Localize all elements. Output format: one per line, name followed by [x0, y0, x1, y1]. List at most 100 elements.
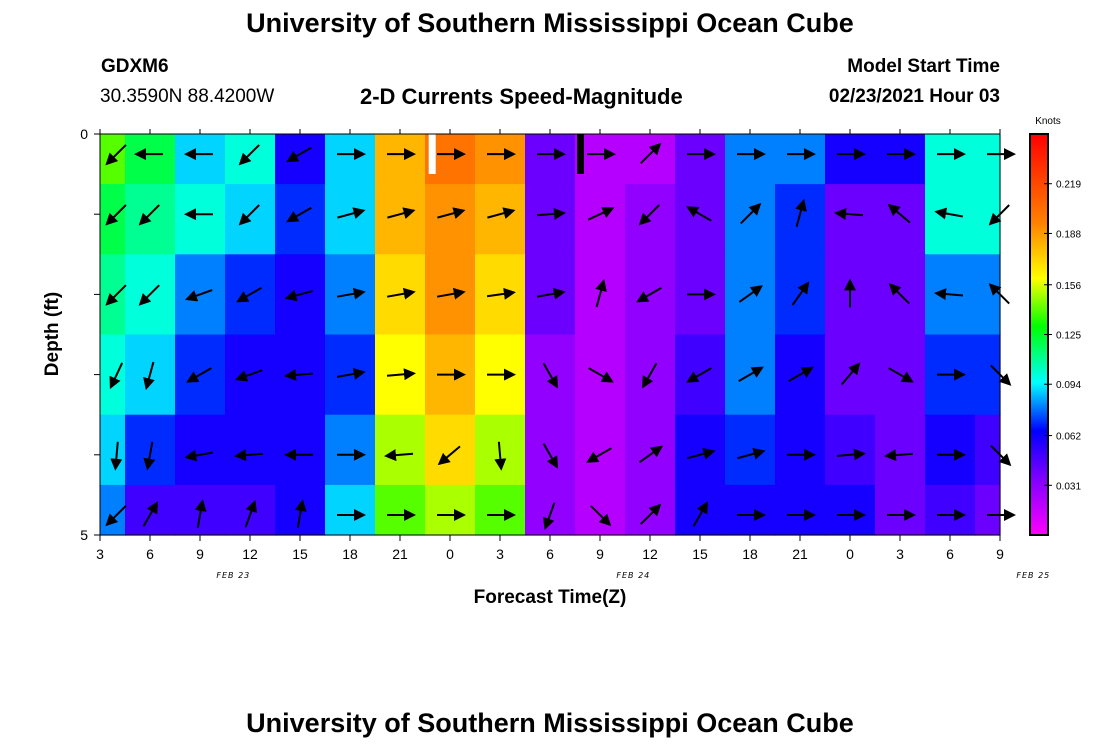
- current-arrow: [286, 146, 312, 163]
- current-arrow: [244, 499, 258, 528]
- heatmap-cell: [225, 414, 276, 486]
- heatmap-cell: [975, 184, 1001, 255]
- heatmap-cell: [375, 414, 426, 486]
- heatmap-cell: [375, 134, 426, 185]
- plot-title: 2-D Currents Speed-Magnitude: [360, 84, 683, 109]
- x-axis-title: Forecast Time(Z): [474, 587, 627, 608]
- current-arrow: [888, 367, 914, 383]
- current-arrow: [234, 369, 263, 382]
- x-tick-label: 18: [742, 546, 758, 562]
- heatmap-cell: [825, 134, 876, 185]
- heatmap-cell: [975, 484, 1001, 536]
- current-arrow: [138, 284, 160, 306]
- heatmap-cell: [525, 184, 576, 255]
- colorbar-tick-label: 0.219: [1056, 180, 1081, 191]
- colorbar-tick-label: 0.156: [1056, 281, 1081, 292]
- current-arrow: [494, 441, 507, 471]
- current-arrow: [486, 287, 516, 300]
- heatmap-cell: [425, 414, 476, 486]
- heatmap-cell: [975, 134, 1001, 185]
- heatmap-cell: [725, 134, 776, 185]
- heatmap-cell: [625, 184, 676, 255]
- heatmap-cell: [475, 484, 526, 536]
- x-tick-label: 9: [196, 546, 204, 562]
- colorbar-tick-label: 0.125: [1056, 331, 1081, 342]
- current-arrow: [138, 204, 160, 226]
- current-arrow: [236, 287, 262, 303]
- x-tick-label: 15: [692, 546, 708, 562]
- heatmap-cell: [775, 184, 826, 255]
- x-tick-label: 9: [996, 546, 1004, 562]
- y-axis-title: Depth (ft): [42, 292, 63, 376]
- x-tick-label: 12: [642, 546, 658, 562]
- heatmap-cell: [575, 184, 626, 255]
- current-arrow: [284, 368, 314, 381]
- heatmap-cell: [475, 184, 526, 255]
- heatmap-cell: [825, 184, 876, 255]
- heatmap-cell: [825, 414, 876, 486]
- current-arrow: [638, 204, 660, 226]
- heatmap-cell: [925, 484, 976, 536]
- heatmap-cell: [225, 484, 276, 536]
- heatmap-cell: [775, 414, 826, 486]
- current-arrow: [105, 204, 127, 226]
- station-coordinates: 30.3590N 88.4200W: [100, 86, 275, 107]
- current-arrow: [184, 289, 213, 302]
- current-arrow: [836, 448, 866, 461]
- current-arrow: [737, 447, 766, 460]
- current-arrow: [536, 207, 566, 220]
- heatmap-cell: [775, 484, 826, 536]
- heatmap-cell: [575, 414, 626, 486]
- current-arrow: [840, 362, 861, 386]
- time-marker: [428, 134, 436, 174]
- colorbar: Knots 0.219 0.188 0.156 0.125 0.094 0.062 0.03…: [1029, 116, 1081, 536]
- x-tick-label: 9: [596, 546, 604, 562]
- heatmap-cell: [225, 134, 276, 185]
- current-arrow: [337, 207, 366, 219]
- current-arrow: [105, 284, 127, 306]
- current-arrow: [186, 367, 212, 383]
- heatmap-cell: [925, 414, 976, 486]
- time-markers: [428, 134, 584, 174]
- heatmap-cell: [375, 184, 426, 255]
- heatmap-cell: [675, 184, 726, 255]
- x-tick-label: 6: [946, 546, 954, 562]
- current-arrow: [888, 283, 910, 305]
- heatmap-cell: [925, 184, 976, 255]
- current-arrow: [238, 144, 260, 166]
- heatmap-cell: [625, 414, 676, 486]
- current-arrow: [588, 367, 614, 383]
- heatmap-cell: [975, 254, 1001, 336]
- x-axis: 3 6 9 12 15 18 21 0 3 6 9 12 15 18 21 0 3 6 9: [96, 129, 1004, 562]
- current-arrow: [934, 288, 964, 301]
- heatmap-cell: [675, 134, 726, 185]
- heatmap-cell: [675, 484, 726, 536]
- current-arrow: [143, 441, 156, 471]
- current-arrow: [887, 203, 911, 224]
- y-tick-label: 0: [80, 126, 88, 142]
- current-arrow: [337, 367, 366, 380]
- model-start-value: 02/23/2021 Hour 03: [828, 86, 1000, 107]
- current-arrow: [238, 204, 260, 226]
- heatmap-cell: [725, 484, 776, 536]
- date-labels: FEB 23 FEB 24 FEB 25: [216, 571, 1049, 580]
- current-arrow: [587, 207, 615, 221]
- current-arrow: [642, 362, 658, 389]
- heatmap-cell: [975, 414, 1001, 486]
- time-marker: [577, 134, 584, 174]
- current-arrow: [795, 198, 807, 228]
- colorbar-tick-label: 0.062: [1056, 432, 1081, 443]
- heatmap-cell: [100, 134, 126, 185]
- current-arrow: [542, 502, 556, 531]
- current-arrow: [437, 207, 466, 219]
- y-axis: 05: [80, 126, 100, 543]
- current-arrow: [234, 449, 264, 462]
- heatmap-cell: [175, 134, 226, 185]
- heatmap-cell: [275, 134, 326, 185]
- x-tick-label: 18: [342, 546, 358, 562]
- current-arrow: [542, 362, 558, 389]
- x-tick-label: 3: [96, 546, 104, 562]
- current-arrow: [143, 361, 155, 391]
